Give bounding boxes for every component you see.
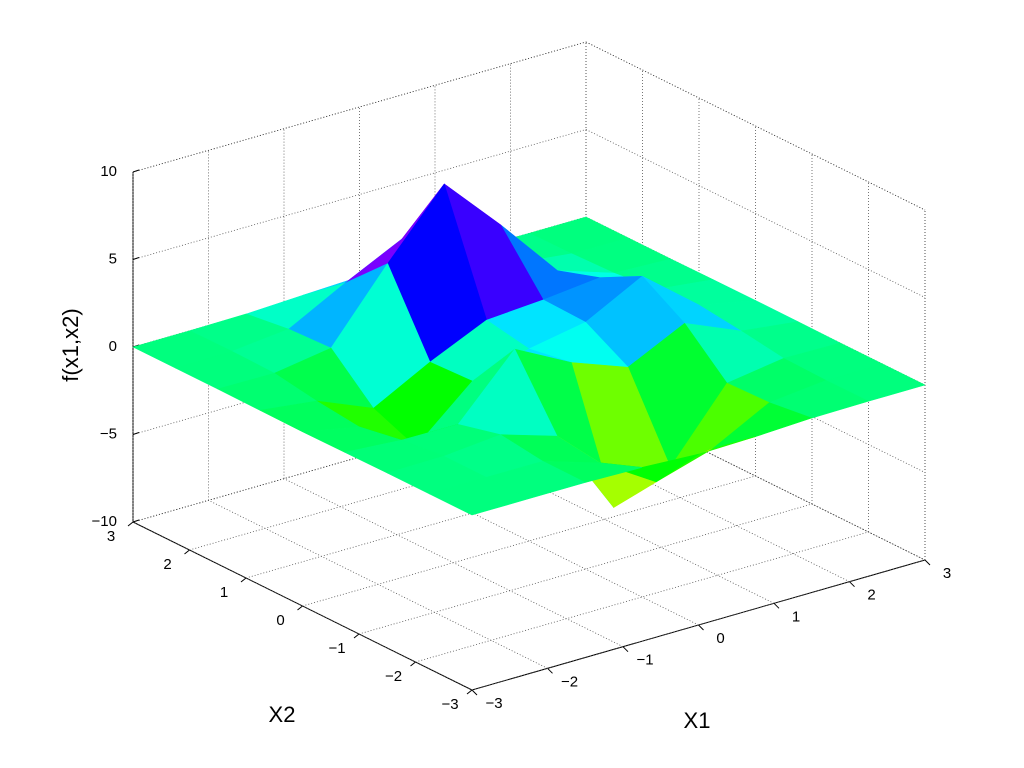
tick-mark [132,257,140,260]
y-tick-label: −3 [441,696,458,713]
tick-mark [240,577,247,583]
surface-cell [429,477,529,516]
grid-line [245,447,700,579]
grid-line [358,503,813,635]
tick-mark [132,519,140,523]
labels: X1 X2 f(x1,x2) −3−2−10123−3−2−10123−10−5… [58,163,951,733]
z-tick-label: −10 [92,513,117,530]
tick-mark [622,646,629,653]
tick-mark [849,581,855,588]
z-tick-label: 10 [100,163,117,180]
grid-line [132,391,587,523]
x-tick-label: −3 [485,695,502,712]
tick-mark [132,432,140,435]
tick-mark [773,602,780,609]
grid-line [302,475,756,607]
tick-mark [297,605,303,611]
z-tick-label: 5 [109,250,117,267]
grid-line [585,129,926,298]
grid-line [132,304,587,435]
tick-mark [353,633,360,639]
surface [132,183,926,516]
y-tick-label: −2 [385,668,402,685]
tick-mark [471,689,478,696]
x-tick-label: 0 [716,630,724,647]
tick-mark [184,549,190,555]
x-tick-label: 3 [943,565,951,582]
y-tick-label: 3 [107,528,115,545]
grid-line [471,559,926,691]
y-tick-label: 2 [163,556,171,573]
x-axis-label: X1 [684,708,711,733]
tick-mark [698,624,704,631]
grid-line [189,419,643,551]
tick-mark [924,559,931,566]
tick-mark [410,661,416,667]
y-tick-label: 0 [276,612,284,629]
x-tick-label: −2 [561,673,578,690]
x-tick-label: 2 [867,587,875,604]
z-axis-label: f(x1,x2) [58,308,83,381]
x-tick-label: −1 [636,652,653,669]
grid-line [415,531,869,663]
grid-line [283,478,624,648]
z-tick-label: −5 [100,425,117,442]
x-tick-label: 1 [792,608,800,625]
grid-line [132,129,587,260]
tick-mark [127,521,134,527]
y-tick-label: −1 [328,640,345,657]
y-tick-label: 1 [220,584,228,601]
tick-mark [547,667,553,674]
tick-mark [466,689,473,695]
tick-mark [132,169,140,173]
y-axis-label: X2 [269,702,296,727]
z-tick-label: 0 [109,338,117,355]
grid-line [132,41,587,173]
grid-line [585,41,926,211]
